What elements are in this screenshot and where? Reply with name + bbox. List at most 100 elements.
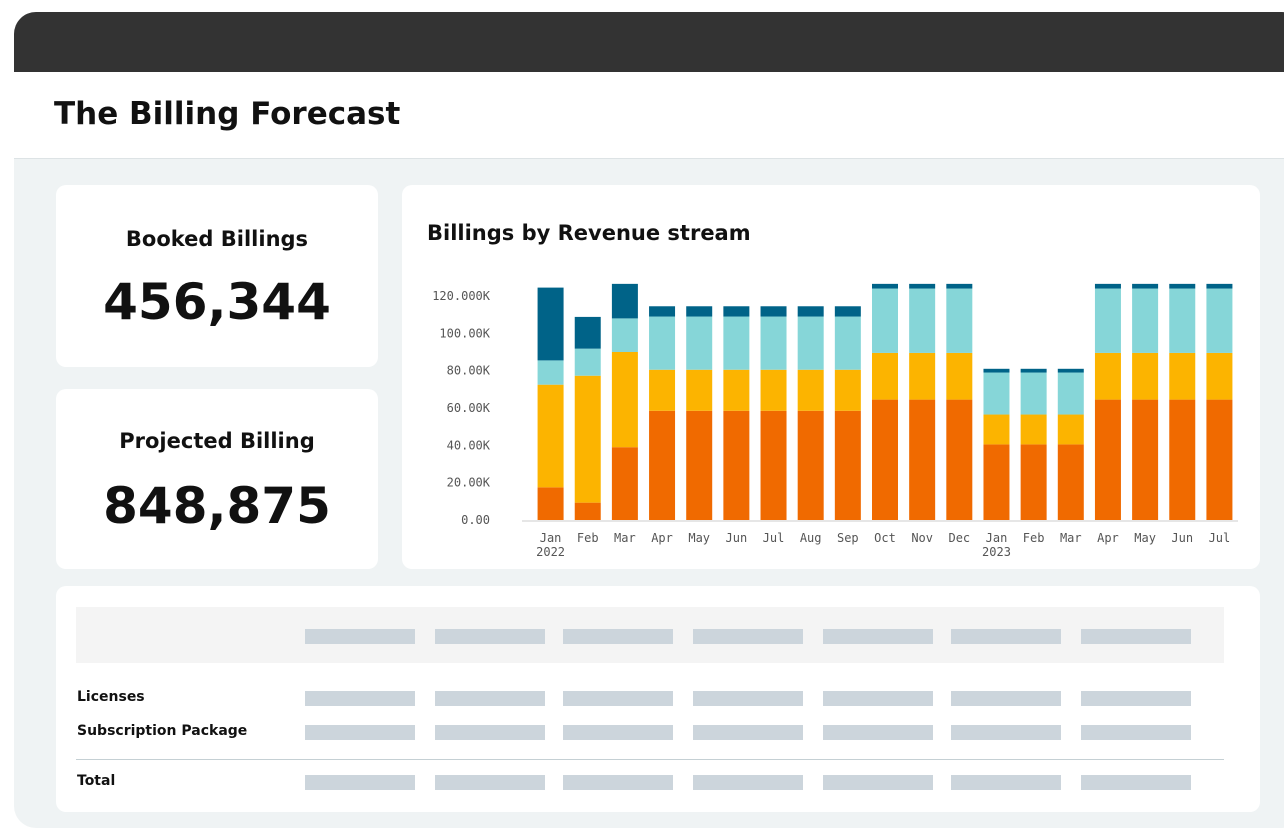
bar-segment [574,502,601,520]
kpi-label: Projected Billing [119,429,315,453]
y-tick-label: 80.00K [447,364,491,378]
bar-segment [797,410,824,520]
placeholder [305,775,415,790]
placeholder [563,691,673,706]
bar-segment [1020,444,1047,520]
bar-segment [611,447,638,520]
bar-segment [1057,368,1084,373]
kpi-card: Projected Billing 848,875 [56,389,378,569]
bar-segment [574,348,601,376]
placeholder [435,691,545,706]
placeholder [305,629,415,644]
bar-segment [1094,399,1121,520]
x-tick-label: May [1134,531,1156,545]
placeholder [823,629,933,644]
x-tick-label: Jul [763,531,785,545]
x-tick-label: Feb [1023,531,1045,545]
kpi-value: 848,875 [103,477,331,535]
x-tick-label: Dec [948,531,970,545]
bar-segment [909,399,936,520]
bar-segment [797,316,824,370]
bar-segment [1169,399,1196,520]
placeholder [951,691,1061,706]
header: The Billing Forecast [14,72,1284,159]
bar-segment [574,316,601,349]
bar-segment [1132,352,1159,400]
page-title: The Billing Forecast [54,96,401,132]
x-tick-label: Sep [837,531,859,545]
bar-segment [760,306,787,317]
bar-segment [686,410,713,520]
bar-segment [1094,283,1121,289]
bar-segment [537,384,564,488]
bar-segment [1206,283,1233,289]
placeholder [693,629,803,644]
bar-segment [611,283,638,319]
bar-segment [872,288,898,353]
bar-segment [686,306,713,317]
bar-segment [1206,288,1233,353]
placeholder [1081,775,1191,790]
placeholder [823,725,933,740]
kpi-label: Booked Billings [125,227,309,251]
bar-segment [1094,352,1121,400]
bar-segment [723,316,750,370]
bar-segment [1057,414,1084,445]
x-tick-label: Jun [1171,531,1193,545]
x-tick-label: Jan 2022 [536,531,565,559]
bar-segment [723,369,750,411]
bar-segment [1132,283,1159,289]
bar-segment [1057,372,1084,415]
x-tick-label: Jul [1209,531,1231,545]
bar-segment [537,360,564,385]
title-bar [14,12,1284,72]
row-label: Subscription Package [77,723,248,739]
placeholder [435,725,545,740]
bar-segment [1132,288,1159,353]
divider [76,759,1224,760]
bar-segment [1132,399,1159,520]
bar-segment [909,352,936,400]
bar-segment [834,369,861,411]
placeholder [951,725,1061,740]
y-tick-label: 120.000K [432,289,491,303]
x-tick-label: Jan 2023 [982,531,1011,559]
placeholder [693,775,803,790]
bar-segment [760,410,787,520]
x-tick-label: Nov [911,531,933,545]
y-tick-label: 60.00K [447,401,491,415]
placeholder [823,775,933,790]
y-tick-label: 20.00K [447,476,491,490]
bar-segment [983,414,1010,445]
bar-segment [649,369,676,411]
bar-segment [834,316,861,370]
bar-segment [1057,444,1084,520]
bar-segment [797,369,824,411]
bar-segment [834,410,861,520]
bar-segment [1206,399,1233,520]
bar-segment [1020,414,1047,445]
placeholder [563,629,673,644]
bar-segment [872,399,898,520]
placeholder [951,629,1061,644]
bar-segment [760,369,787,411]
bar-segment [723,306,750,317]
bar-segment [686,316,713,370]
bar-segment [574,375,601,503]
bar-segment [537,287,564,361]
y-tick-label: 0.00 [461,513,490,527]
bar-segment [797,306,824,317]
placeholder [1081,629,1191,644]
x-tick-label: Apr [651,531,673,545]
chart: 0.00 20.00K 40.00K 60.00K 80.00K 100.00K 120.0… [432,283,1238,559]
bar-segment [611,352,638,448]
placeholder [693,691,803,706]
bar-segment [1094,288,1121,353]
placeholder [1081,691,1191,706]
placeholder [435,629,545,644]
bar-segment [1206,352,1233,400]
bar-segment [649,306,676,317]
bar-segment [1169,352,1196,400]
bar-segment [760,316,787,370]
